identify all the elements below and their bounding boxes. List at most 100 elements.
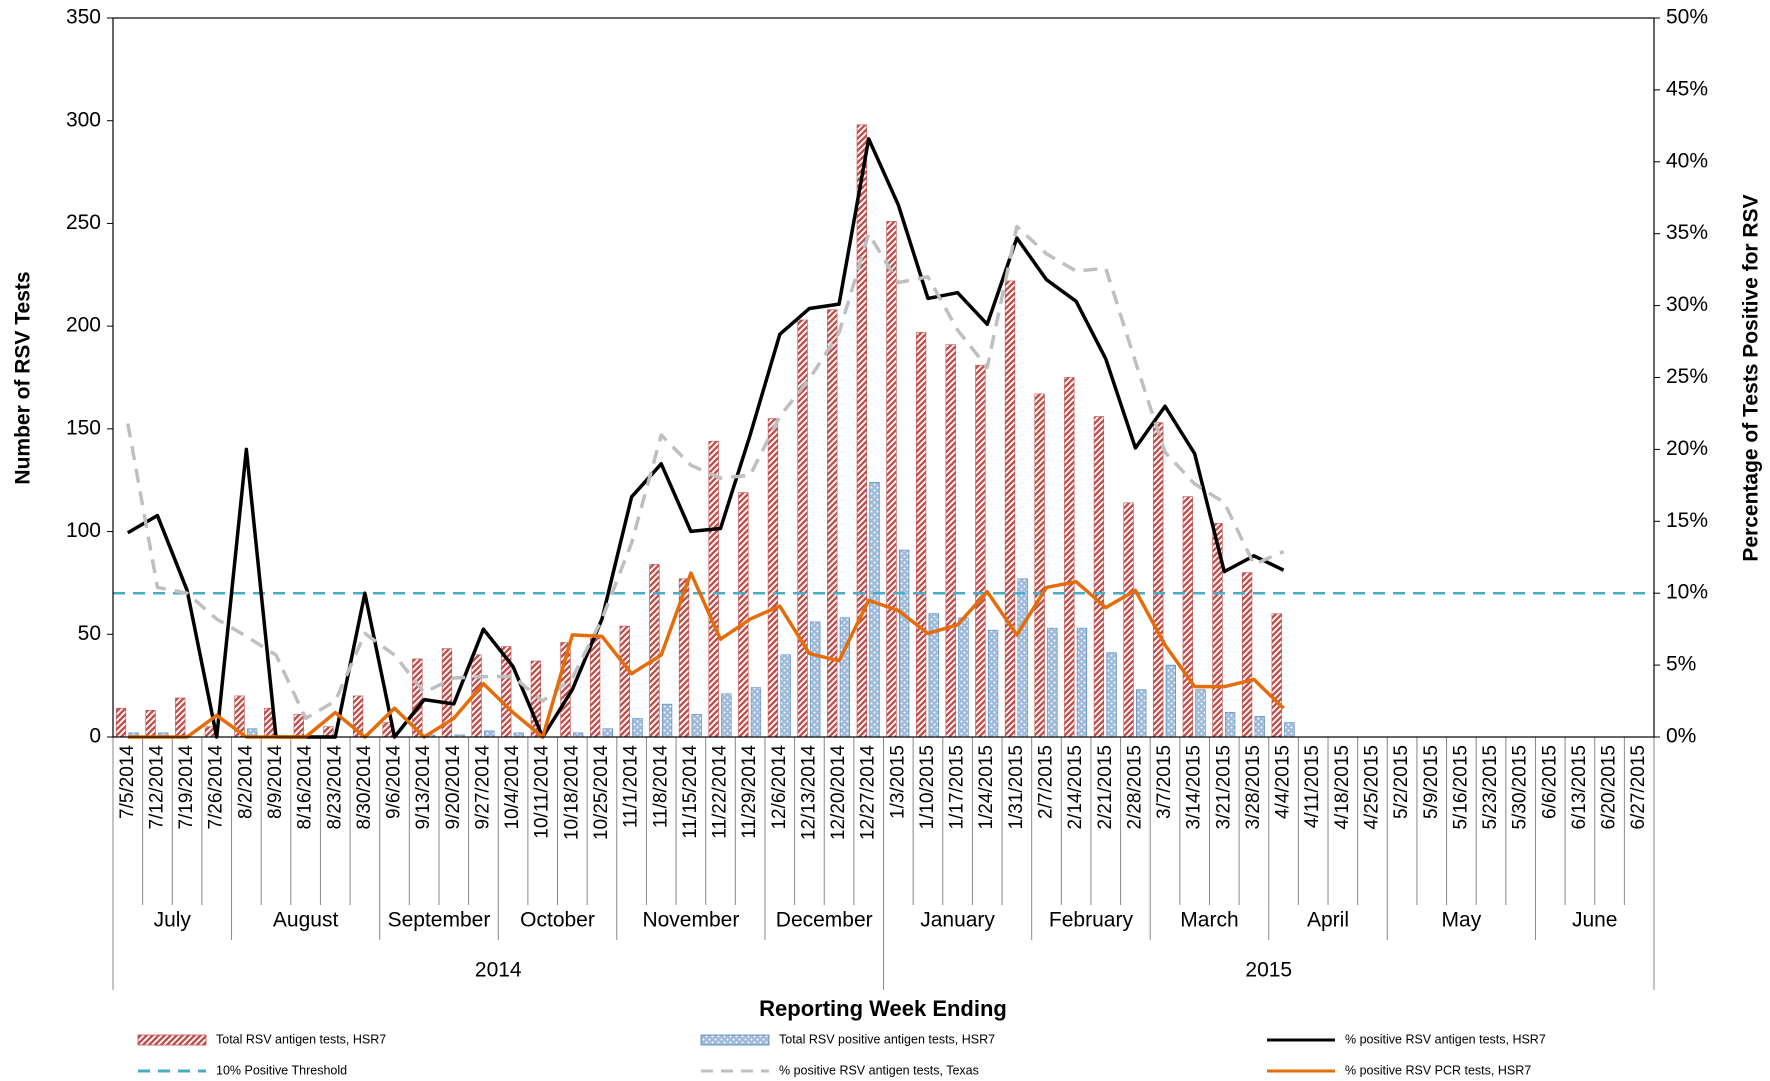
bar: [1271, 613, 1282, 738]
x-tick-label: 2/7/2015: [1036, 745, 1057, 819]
x-tick-label: 10/18/2014: [561, 745, 582, 841]
bar: [915, 332, 927, 738]
bar: [738, 492, 749, 738]
month-label: January: [920, 909, 995, 932]
x-tick-label: 1/24/2015: [976, 745, 997, 830]
x-tick-label: 8/30/2014: [354, 745, 375, 830]
legend-swatch: [700, 1034, 770, 1046]
bar: [691, 714, 702, 738]
plot-frame: [112, 17, 1655, 738]
bar: [1224, 712, 1236, 738]
x-tick-label: 11/1/2014: [621, 745, 642, 829]
bar: [1017, 578, 1028, 738]
x-tick-label: 4/18/2015: [1332, 745, 1353, 830]
y2-tick-label: 5%: [1666, 653, 1696, 676]
month-label: October: [520, 909, 595, 932]
x-tick-label: 11/22/2014: [710, 745, 731, 839]
bar: [573, 732, 584, 738]
year-label: 2014: [475, 959, 522, 982]
y-tick-label: 150: [66, 416, 101, 439]
y2-tick-label: 20%: [1666, 437, 1708, 460]
bar: [958, 617, 969, 738]
y-tick-label: 200: [66, 314, 101, 337]
bar: [945, 344, 956, 738]
bar: [175, 697, 186, 738]
x-tick-label: 6/27/2015: [1628, 745, 1649, 830]
month-label: March: [1180, 909, 1238, 932]
bar: [1004, 280, 1016, 738]
x-tick-label: 7/19/2014: [176, 745, 197, 830]
bar: [1106, 652, 1117, 738]
bar: [975, 364, 986, 738]
bar: [1195, 689, 1206, 738]
legend-swatch: [137, 1034, 207, 1046]
y-tick-label: 250: [66, 211, 101, 234]
x-tick-label: 5/30/2015: [1510, 745, 1531, 830]
y2-tick-label: 50%: [1666, 6, 1708, 29]
month-label: May: [1442, 909, 1482, 932]
year-label: 2015: [1245, 959, 1292, 982]
x-tick-label: 2/21/2015: [1095, 745, 1116, 830]
x-tick-label: 12/27/2014: [858, 745, 879, 841]
x-tick-label: 5/23/2015: [1480, 745, 1501, 830]
bar: [827, 309, 838, 738]
bar: [1153, 422, 1164, 738]
bar: [602, 728, 613, 738]
x-tick-label: 7/26/2014: [206, 745, 227, 830]
x-tick-label: 2/14/2015: [1065, 745, 1086, 830]
x-tick-label: 10/11/2014: [532, 745, 553, 839]
x-tick-label: 10/4/2014: [502, 745, 523, 830]
x-tick-label: 3/14/2015: [1184, 745, 1205, 830]
bar: [1241, 572, 1253, 738]
bar: [661, 703, 673, 738]
bar: [1034, 393, 1045, 738]
bar: [899, 549, 910, 738]
bar: [839, 617, 851, 738]
bar: [869, 481, 880, 738]
month-label: December: [776, 909, 873, 932]
legend-label: 10% Positive Threshold: [216, 1063, 347, 1077]
x-tick-label: 4/25/2015: [1361, 745, 1382, 830]
x-tick-label: 3/28/2015: [1243, 745, 1264, 830]
bar: [632, 718, 643, 738]
line-series: [126, 137, 1285, 739]
bar: [1136, 689, 1147, 738]
x-tick-label: 3/21/2015: [1213, 745, 1234, 830]
y-tick-label: 50: [78, 622, 101, 645]
bar: [1093, 416, 1105, 738]
x-tick-label: 1/31/2015: [1006, 745, 1027, 830]
y2-tick-label: 10%: [1666, 581, 1708, 604]
x-tick-label: 8/23/2014: [324, 745, 345, 830]
line-series: [126, 224, 1285, 721]
y2-tick-label: 0%: [1666, 725, 1696, 748]
bar: [987, 629, 999, 738]
bar: [1254, 716, 1265, 738]
x-tick-label: 4/11/2015: [1302, 745, 1323, 828]
month-label: July: [154, 909, 192, 932]
month-label: February: [1049, 909, 1134, 932]
bar: [115, 707, 127, 738]
bar: [619, 625, 630, 738]
x-tick-label: 9/20/2014: [443, 745, 464, 830]
x-tick-label: 8/16/2014: [295, 745, 316, 830]
bar: [1284, 722, 1295, 738]
x-tick-label: 5/9/2015: [1421, 745, 1442, 819]
y-tick-label: 300: [66, 108, 101, 131]
y-tick-label: 100: [66, 519, 101, 542]
y-axis-title: Number of RSV Tests: [12, 271, 35, 484]
bar: [590, 638, 601, 738]
y2-axis-title: Percentage of Tests Positive for RSV: [1740, 194, 1763, 561]
month-label: August: [273, 909, 339, 932]
x-tick-label: 12/6/2014: [769, 745, 790, 830]
bar: [1165, 664, 1176, 738]
x-tick-label: 8/2/2014: [235, 745, 256, 819]
month-label: June: [1572, 909, 1618, 932]
x-tick-label: 6/20/2015: [1599, 745, 1620, 830]
bar: [767, 418, 779, 738]
y2-tick-label: 45%: [1666, 77, 1708, 100]
x-tick-label: 1/17/2015: [947, 745, 968, 830]
bar: [145, 709, 156, 738]
x-tick-label: 12/13/2014: [798, 745, 819, 841]
legend-label: Total RSV antigen tests, HSR7: [216, 1032, 386, 1046]
